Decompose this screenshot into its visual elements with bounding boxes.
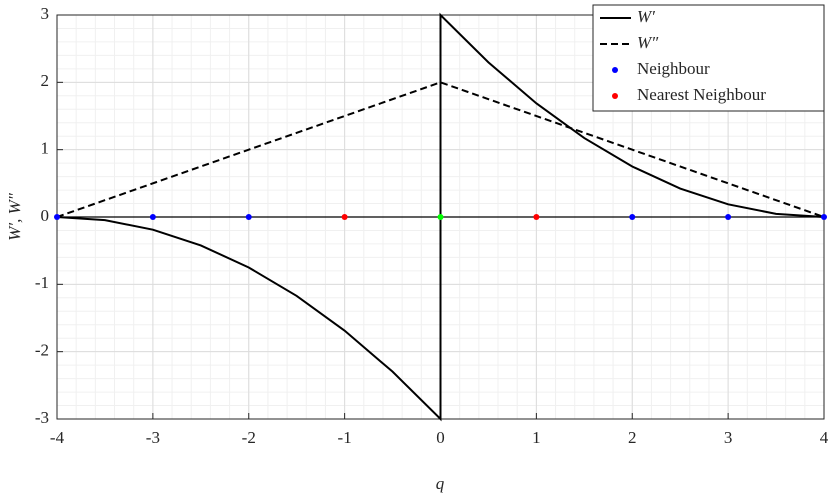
x-tick-label: 0 [436,428,445,447]
point [245,214,252,220]
x-tick-label: 4 [820,428,829,447]
x-tick-label: -1 [338,428,352,447]
x-tick-label: -3 [146,428,160,447]
y-axis-label: W′, W″ [5,192,24,241]
x-tick-label: 2 [628,428,637,447]
x-tick-label: 1 [532,428,541,447]
x-tick-label: -2 [242,428,256,447]
y-tick-label: -3 [35,408,49,427]
legend-marker [612,93,618,99]
y-tick-label: 0 [41,206,50,225]
y-tick-label: -2 [35,341,49,360]
point [533,214,540,220]
legend-marker [612,67,618,73]
y-tick-label: -1 [35,273,49,292]
legend-label: W′ [637,7,655,26]
point [149,214,156,220]
legend-label: Neighbour [637,59,710,78]
point [341,214,348,220]
y-tick-label: 3 [41,4,50,23]
x-tick-label: -4 [50,428,65,447]
legend-label: W″ [637,33,659,52]
point [725,214,732,220]
y-tick-label: 2 [41,71,50,90]
legend-box [592,4,825,112]
line [56,81,825,218]
point [821,214,827,220]
point [437,214,444,220]
point [54,214,60,220]
point [629,214,636,220]
x-tick-label: 3 [724,428,733,447]
y-tick-label: 1 [41,139,50,158]
x-axis-label: q [436,474,445,493]
legend-label: Nearest Neighbour [637,85,766,104]
